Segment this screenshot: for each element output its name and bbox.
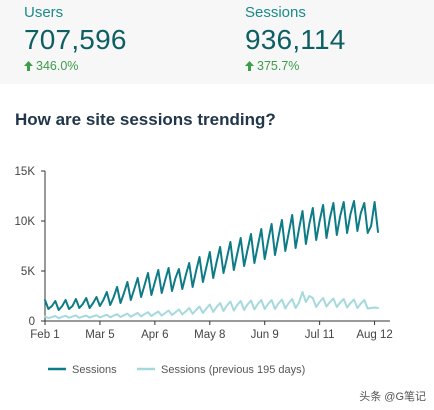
x-tick-label: Feb 1 (30, 329, 59, 341)
stat-value: 936,114 (245, 24, 346, 55)
stat-change-value: 346.0% (36, 59, 79, 73)
stat-sessions[interactable]: Sessions 936,114 375.7% (245, 4, 346, 74)
stat-change: 375.7% (245, 58, 346, 74)
legend-item-previous-sessions-label: Sessions (previous 195 days) (161, 364, 305, 376)
stat-value: 707,596 (24, 24, 127, 55)
stat-label: Users (24, 4, 64, 21)
section-title: How are site sessions trending? (15, 110, 276, 129)
arrow-up-icon (24, 61, 33, 71)
series-line-previous-sessions (44, 291, 379, 320)
legend-item-sessions-label: Sessions (72, 364, 117, 376)
stats-summary: Users 707,596 346.0% Sessions 936,114 37… (0, 0, 434, 84)
y-tick-label: 0 (29, 316, 35, 328)
y-tick-label: 15K (15, 166, 36, 178)
watermark: 头条 @G笔记 (359, 391, 426, 403)
sessions-trend-chart: 0 5K 10K 15K Feb 1 Mar 5 Apr 6 May 8 Jun 9 Jul 11… (15, 166, 393, 376)
stat-users[interactable]: Users 707,596 346.0% (24, 4, 127, 74)
x-tick-label: May 8 (194, 329, 225, 341)
series-line-sessions (44, 200, 379, 311)
y-tick-label: 10K (15, 216, 36, 228)
stat-label: Sessions (245, 4, 306, 21)
y-tick-label: 5K (21, 266, 35, 278)
x-tick-label: Mar 5 (85, 329, 114, 341)
x-tick-label: Jun 9 (251, 329, 279, 341)
x-tick-label: Apr 6 (141, 329, 169, 341)
arrow-up-icon (245, 61, 254, 71)
stat-change: 346.0% (24, 58, 127, 74)
stat-change-value: 375.7% (257, 59, 300, 73)
x-tick-label: Aug 12 (356, 329, 392, 341)
x-tick-label: Jul 11 (305, 329, 335, 341)
